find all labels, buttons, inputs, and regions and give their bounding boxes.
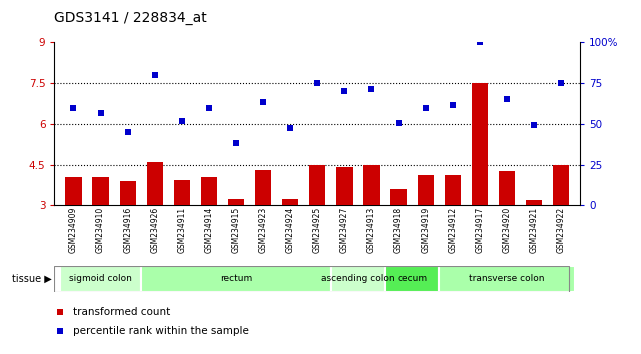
Bar	[174, 179, 190, 205]
Point	[122, 129, 133, 135]
Point	[258, 99, 268, 105]
Bar	[65, 177, 81, 205]
Bar	[119, 181, 136, 205]
Bar	[92, 177, 109, 205]
Bar	[439, 266, 575, 292]
Point	[312, 80, 322, 86]
Point	[420, 105, 431, 110]
Text: rectum: rectum	[220, 274, 252, 283]
Text: transverse colon: transverse colon	[469, 274, 545, 283]
Bar	[445, 176, 461, 205]
Text: GDS3141 / 228834_at: GDS3141 / 228834_at	[54, 11, 207, 25]
Text: tissue ▶: tissue ▶	[12, 274, 51, 284]
Bar	[472, 83, 488, 205]
Point	[339, 88, 349, 94]
Point	[475, 40, 485, 45]
Bar	[553, 165, 569, 205]
Bar	[282, 199, 298, 205]
Bar	[337, 167, 353, 205]
Point	[69, 105, 79, 110]
Point	[96, 110, 106, 116]
Point	[556, 80, 566, 86]
Point	[367, 86, 377, 91]
Point	[502, 97, 512, 102]
Point	[529, 122, 539, 128]
Bar	[526, 200, 542, 205]
Point	[394, 120, 404, 125]
Bar	[147, 162, 163, 205]
Text: cecum: cecum	[397, 274, 427, 283]
Text: transformed count: transformed count	[73, 307, 170, 317]
Bar	[331, 266, 385, 292]
Point	[149, 72, 160, 78]
Text: sigmoid colon: sigmoid colon	[69, 274, 132, 283]
Bar	[499, 171, 515, 205]
Bar	[385, 266, 439, 292]
Text: percentile rank within the sample: percentile rank within the sample	[73, 326, 249, 336]
Bar	[255, 170, 271, 205]
Point	[177, 118, 187, 124]
Text: ascending colon: ascending colon	[321, 274, 395, 283]
Bar	[363, 165, 379, 205]
Point	[204, 105, 214, 110]
Point	[447, 102, 458, 108]
Bar	[417, 176, 434, 205]
Bar	[141, 266, 331, 292]
Point	[285, 125, 296, 131]
Bar	[390, 189, 406, 205]
Bar	[228, 199, 244, 205]
Bar	[201, 177, 217, 205]
Bar	[60, 266, 141, 292]
Bar	[309, 165, 326, 205]
Point	[231, 140, 241, 146]
